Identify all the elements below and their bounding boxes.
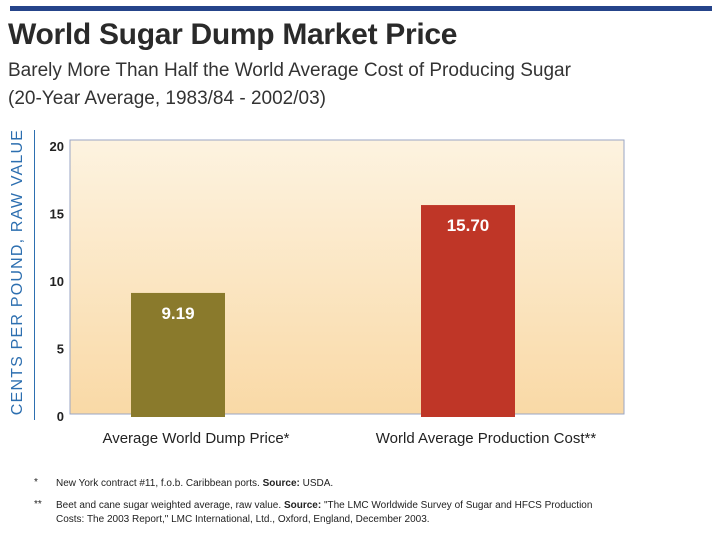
- y-axis-label: CENTS PER POUND, RAW VALUE: [9, 128, 26, 416]
- x-category-label: Average World Dump Price*: [102, 430, 289, 447]
- bar-chart: 0 5 10 15 20 9.19 15.70 Average World Dump Pr…: [50, 139, 625, 447]
- y-tick-label: 5: [57, 342, 64, 357]
- x-category-label: World Average Production Cost**: [376, 430, 597, 447]
- header-rule: [10, 6, 712, 11]
- y-tick-label: 0: [57, 409, 64, 424]
- y-tick-label: 20: [50, 139, 64, 154]
- bar: [131, 292, 225, 417]
- y-tick-label: 15: [50, 207, 64, 222]
- footnote-1-source-label: Source:: [262, 478, 300, 489]
- footnote-2-text: Beet and cane sugar weighted average, ra…: [56, 500, 282, 511]
- chart-subtitle: Barely More Than Half the World Average …: [8, 60, 571, 81]
- bar: [421, 205, 515, 417]
- footnote-2-mark: **: [34, 499, 42, 510]
- bar-value-label: 15.70: [447, 216, 490, 235]
- footnote-1-source: USDA.: [302, 478, 334, 489]
- footnote-1: New York contract #11, f.o.b. Caribbean …: [56, 477, 616, 491]
- footnote-1-mark: *: [34, 477, 38, 488]
- footnote-1-text: New York contract #11, f.o.b. Caribbean …: [56, 478, 260, 489]
- footnote-2-source: "The LMC Worldwide Survey of Sugar and H…: [56, 500, 593, 525]
- chart-title: World Sugar Dump Market Price: [8, 18, 458, 51]
- y-axis-rule: [34, 130, 35, 420]
- y-tick-label: 10: [50, 274, 64, 289]
- bar-value-label: 9.19: [161, 304, 194, 323]
- chart-period: (20-Year Average, 1983/84 - 2002/03): [8, 88, 326, 109]
- footnote-2: Beet and cane sugar weighted average, ra…: [56, 499, 616, 527]
- footnote-2-source-label: Source:: [283, 500, 322, 511]
